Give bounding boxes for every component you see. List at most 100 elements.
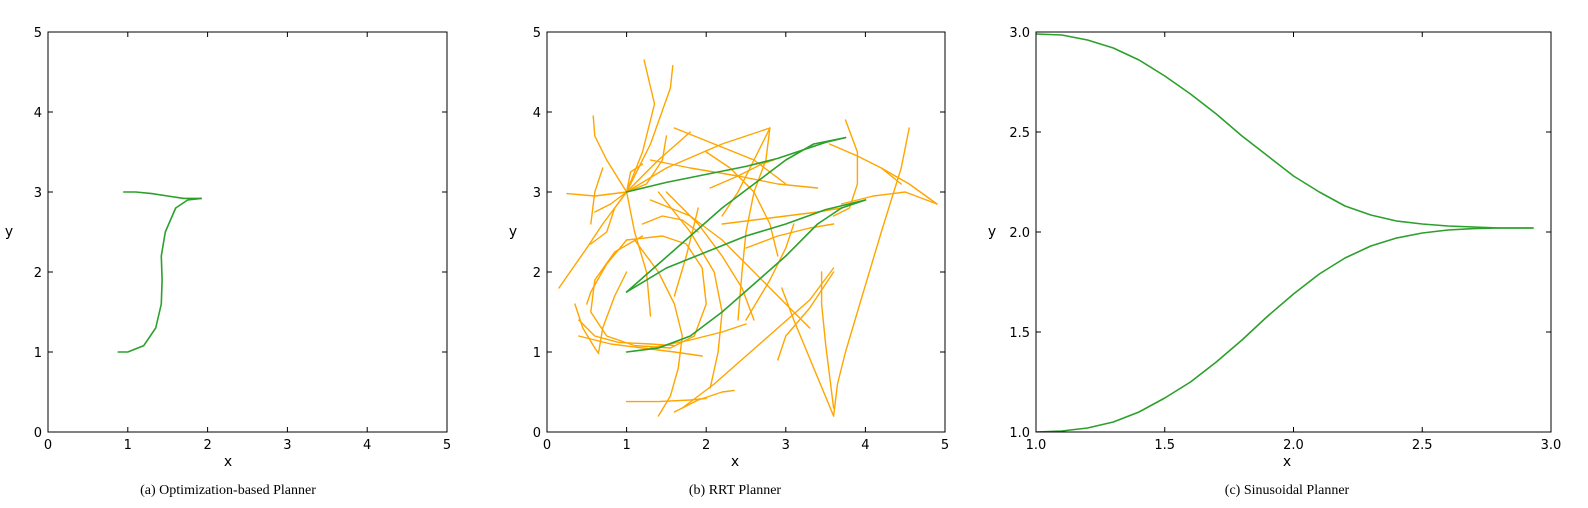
axes-frame [1035,31,1552,433]
rrt-tree-branch [625,131,691,193]
panel-rrt-planner: (b) RRT Planner x y 0 1 2 3 4 5 0 1 2 3 4 5 [509,26,949,498]
y-tick-label: 3 [533,186,541,201]
x-tick-label: 1.0 [1026,438,1047,453]
y-tick-label: 0 [533,426,541,441]
plot-area [117,191,202,353]
y-tick-label: 2 [34,266,42,281]
rrt-tree-branch [625,163,644,193]
y-axis-label: y [509,224,517,240]
y-tick-label: 2.0 [1009,226,1030,241]
y-tick-label: 1 [533,346,541,361]
y-tick-label: 5 [34,26,42,41]
x-tick-label: 4 [861,438,869,453]
y-tick-label: 2 [533,266,541,281]
planned-path-line [123,191,202,200]
rrt-tree-branch [566,191,628,197]
x-tick-label: 1.5 [1154,438,1175,453]
rrt-tree-branch [721,207,843,225]
x-tick-label: 0 [543,438,551,453]
x-tick-label: 3 [283,438,291,453]
axes-frame [47,31,448,433]
y-axis-label: y [988,224,996,240]
rrt-tree-branch [625,397,707,403]
rrt-tree-branch [681,267,835,409]
panel-sinusoidal-planner: (c) Sinusoidal Planner x y 1.0 1.5 2.0 2.5 3… [988,26,1561,498]
rrt-tree-branch [649,199,811,329]
rrt-tree-branch [673,207,699,297]
planned-path-line [625,136,847,193]
y-axis-label: y [5,224,13,240]
rrt-tree-branch [578,319,676,347]
rrt-tree-branch [641,215,699,233]
planned-path-line [1036,227,1534,432]
x-tick-label: 0 [44,438,52,453]
planned-path-line [1036,33,1534,229]
rrt-tree-branch [625,59,656,193]
x-axis-label: x [731,454,739,470]
rrt-tree-branch [625,191,652,317]
y-tick-label: 4 [533,106,541,121]
caption-rrt-planner: (b) RRT Planner [689,483,782,498]
axes-frame [546,31,946,433]
rrt-tree-branch [574,303,600,355]
rrt-tree-branch [745,223,835,249]
rrt-tree-branch [673,389,735,413]
rrt-tree-branch [828,143,902,185]
x-tick-label: 4 [363,438,371,453]
rrt-tree-branch [586,239,628,305]
planned-path-line [625,199,867,293]
rrt-tree-branch [721,127,771,217]
rrt-tree-branch [633,239,683,417]
rrt-tree-branch [625,64,674,193]
rrt-tree-branch [590,167,604,225]
rrt-tree-branch [820,271,835,409]
y-tick-label: 1.0 [1009,426,1030,441]
rrt-tree-branch [590,235,707,349]
rrt-tree-branch [737,127,771,321]
y-tick-label: 1.5 [1009,326,1030,341]
x-tick-label: 3.0 [1541,438,1562,453]
caption-optimization-based-planner: (a) Optimization-based Planner [140,483,316,498]
rrt-tree-branch [592,115,628,193]
y-tick-label: 2.5 [1009,126,1030,141]
panel-optimization-based-planner: (a) Optimization-based Planner x y 0 1 2 3 4… [5,26,451,498]
x-tick-label: 2 [702,438,710,453]
planned-path-line [625,199,867,353]
x-axis-label: x [224,454,232,470]
rrt-tree-branch [625,135,668,193]
x-axis-label: x [1283,454,1291,470]
x-tick-label: 5 [443,438,451,453]
y-tick-label: 3 [34,186,42,201]
rrt-tree-branch [880,167,938,205]
plot-area [1036,33,1534,432]
y-tick-label: 0 [34,426,42,441]
x-tick-label: 1 [124,438,132,453]
plot-area [558,59,938,417]
y-tick-label: 3.0 [1009,26,1030,41]
rrt-tree-branch [590,191,628,245]
y-tick-label: 1 [34,346,42,361]
rrt-tree-branch [840,191,938,205]
rrt-tree-branch [832,119,859,217]
x-tick-label: 5 [941,438,949,453]
rrt-tree-branch [781,287,835,417]
y-tick-label: 4 [34,106,42,121]
rrt-tree-branch [657,191,723,389]
planned-path-line [625,136,847,293]
rrt-tree-branch [832,127,910,417]
rrt-tree-branch [594,191,628,213]
x-tick-label: 2 [203,438,211,453]
x-tick-label: 2.0 [1283,438,1304,453]
x-tick-label: 2.5 [1412,438,1433,453]
y-tick-label: 5 [533,26,541,41]
planned-path-line [117,197,202,353]
rrt-tree-branch [665,191,755,321]
rrt-tree-branch [598,271,628,353]
x-tick-label: 3 [782,438,790,453]
rrt-tree-branch [709,159,775,189]
rrt-tree-branch [625,127,771,193]
caption-sinusoidal-planner: (c) Sinusoidal Planner [1225,483,1350,498]
rrt-tree-branch [777,271,835,361]
x-tick-label: 1 [622,438,630,453]
